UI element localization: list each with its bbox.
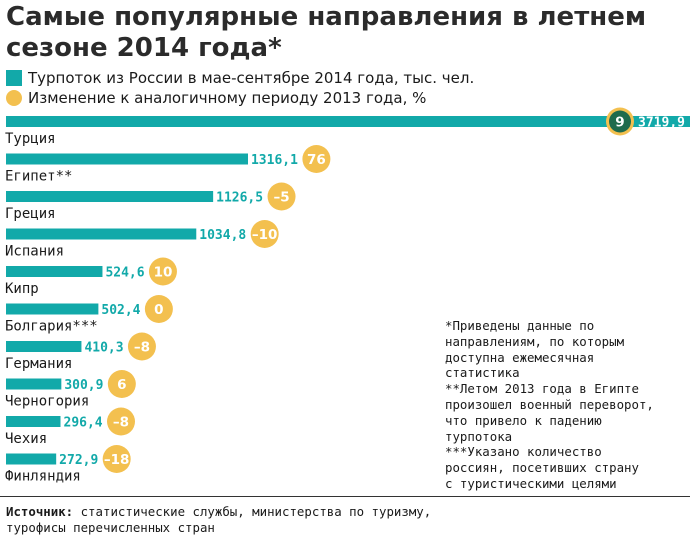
bar bbox=[6, 266, 103, 277]
footnote-line: что привело к падению bbox=[445, 412, 602, 428]
category-label: Кипр bbox=[5, 281, 39, 297]
bar bbox=[6, 341, 82, 352]
category-label: Турция bbox=[5, 131, 56, 147]
change-circle-inner bbox=[609, 110, 631, 133]
change-circle bbox=[144, 295, 173, 323]
category-label: Чехия bbox=[5, 431, 47, 447]
source-note: Источник: статистические службы, министе… bbox=[6, 504, 646, 536]
footnote-line: с туристическими целями bbox=[445, 475, 617, 491]
footnote-line: ***Указано количество bbox=[445, 444, 602, 460]
bar-value-label: 1034,8 bbox=[199, 228, 246, 243]
bar-value-label: 300,9 bbox=[64, 378, 103, 393]
footnote-line: доступна ежемесячная bbox=[445, 349, 595, 365]
footnote-line: турпотока bbox=[445, 428, 513, 444]
bar-value-label: 3719,9 bbox=[638, 116, 685, 131]
category-label: Испания bbox=[5, 244, 64, 260]
footnote-line: россиян, посетивших страну bbox=[445, 460, 639, 476]
change-label: 0 bbox=[154, 302, 163, 318]
legend-circle-swatch bbox=[6, 90, 22, 106]
bar bbox=[6, 378, 62, 390]
change-circle bbox=[302, 145, 331, 173]
category-label: Египет** bbox=[5, 169, 72, 185]
chart-title: Самые популярные направления в летнем се… bbox=[6, 2, 647, 63]
legend-bars-label: Турпоток из России в мае-сентябре 2014 г… bbox=[28, 69, 475, 87]
change-label: –8 bbox=[113, 415, 129, 431]
source-text: статистические службы, министерства по т… bbox=[73, 504, 432, 519]
bar-value-label: 1126,5 bbox=[216, 191, 263, 206]
bar-chart: 3719,9 9 Турция 1316,1 76 Египет** 1126,5 –5 Гре… bbox=[5, 107, 690, 485]
change-label: –18 bbox=[104, 452, 130, 468]
source-label: Источник: bbox=[6, 504, 74, 519]
change-circle bbox=[148, 257, 177, 286]
footnote-line: **Летом 2013 года в Египте bbox=[445, 381, 639, 397]
bar bbox=[6, 453, 57, 465]
bar bbox=[6, 116, 690, 127]
change-label: –5 bbox=[273, 190, 289, 206]
change-label: –8 bbox=[134, 340, 150, 356]
category-label: Финляндия bbox=[5, 469, 81, 485]
bar-value-label: 272,9 bbox=[59, 453, 98, 468]
footnote-line: *Приведены данные по bbox=[445, 318, 595, 333]
footnote-line: направлениям, по которым bbox=[445, 333, 625, 349]
legend-bar-swatch bbox=[6, 70, 22, 86]
legend-circles-label: Изменение к аналогичному периоду 2013 го… bbox=[28, 89, 427, 107]
change-label: 10 bbox=[154, 265, 173, 281]
legend-bars: Турпоток из России в мае-сентябре 2014 г… bbox=[6, 68, 474, 88]
change-circle bbox=[107, 407, 136, 436]
change-label: 76 bbox=[307, 152, 326, 168]
bar-value-label: 1316,1 bbox=[251, 153, 298, 168]
bar bbox=[6, 153, 248, 165]
change-circle bbox=[250, 220, 279, 248]
bar bbox=[6, 228, 197, 240]
bar-value-label: 524,6 bbox=[105, 266, 144, 281]
source-divider bbox=[0, 496, 690, 497]
footnote-line: произошел военный переворот, bbox=[445, 396, 654, 412]
footnote-line: статистика bbox=[445, 365, 520, 381]
bar bbox=[6, 303, 99, 315]
bar bbox=[6, 191, 214, 202]
change-circle bbox=[102, 445, 131, 473]
category-label: Болгария*** bbox=[5, 319, 98, 335]
change-circle bbox=[127, 332, 156, 361]
legend-circles: Изменение к аналогичному периоду 2013 го… bbox=[6, 88, 426, 108]
bar-value-label: 410,3 bbox=[84, 341, 123, 356]
change-circle bbox=[267, 182, 296, 211]
category-label: Германия bbox=[5, 356, 72, 372]
footnotes: *Приведены данные по направлениям, по ко… bbox=[445, 318, 695, 492]
bar-value-label: 296,4 bbox=[64, 416, 103, 431]
category-label: Греция bbox=[5, 206, 56, 222]
change-label: 6 bbox=[117, 377, 126, 393]
bar bbox=[6, 416, 61, 427]
bar-value-label: 502,4 bbox=[101, 303, 140, 318]
change-label: 9 bbox=[615, 115, 624, 131]
category-label: Черногория bbox=[5, 394, 89, 410]
change-label: –10 bbox=[252, 227, 278, 243]
source-text-2: турофисы перечисленных стран bbox=[6, 520, 215, 535]
change-circle bbox=[107, 370, 136, 398]
